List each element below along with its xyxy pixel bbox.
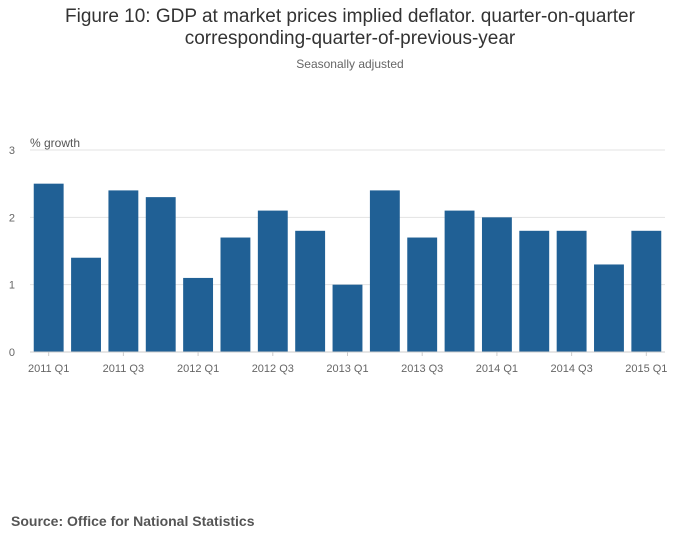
bar[interactable]: 2013 Q1: 1 [332,284,363,352]
bar[interactable]: 2012 Q2: 1.7 [220,237,251,352]
bar[interactable]: 2015 Q1: 1.8 [631,230,662,352]
y-tick-label: 0 [9,347,15,359]
x-tick-label: 2012 Q3 [252,363,294,375]
bar[interactable]: 2014 Q2: 1.8 [519,230,550,352]
y-axis-title: % growth [30,136,80,150]
bar[interactable]: 2012 Q4: 1.8 [295,230,326,352]
chart-title-line-2: corresponding-quarter-of-previous-year [184,28,516,49]
bars: 2011 Q1: 2.52011 Q2: 1.42011 Q3: 2.42011… [33,183,662,352]
bar[interactable]: 2014 Q1: 2 [481,217,512,352]
x-tick-label: 2011 Q1 [28,363,69,375]
y-tick-label: 1 [9,280,15,292]
bar[interactable]: 2012 Q1: 1.1 [183,277,214,352]
chart-title: Figure 10: GDP at market prices implied … [0,6,700,50]
bar[interactable]: 2013 Q4: 2.1 [444,210,475,352]
bar[interactable]: 2011 Q2: 1.4 [71,257,101,352]
source-note: Source: Office for National Statistics [11,513,255,529]
bar[interactable]: 2013 Q2: 2.4 [369,190,400,352]
x-tick-label: 2012 Q1 [177,363,219,375]
chart-subtitle: Seasonally adjusted [296,57,404,71]
bar[interactable]: 2014 Q3: 1.8 [556,230,587,352]
bar[interactable]: 2013 Q3: 1.7 [407,237,438,352]
bar[interactable]: 2011 Q1: 2.5 [33,183,64,352]
x-tick-label: 2014 Q1 [476,363,518,375]
chart-title-line-1: Figure 10: GDP at market prices implied … [65,6,635,27]
bar[interactable]: 2012 Q3: 2.1 [257,210,288,352]
bar[interactable]: 2011 Q3: 2.4 [108,190,139,352]
x-tick-label: 2013 Q1 [326,363,368,375]
bar[interactable]: 2014 Q4: 1.3 [594,264,624,352]
x-tick-label: 2014 Q3 [551,363,593,375]
x-tick-label: 2011 Q3 [103,363,144,375]
bar[interactable]: 2011 Q4: 2.3 [145,197,176,352]
y-tick-label: 2 [9,212,15,224]
y-tick-label: 3 [9,145,15,157]
x-tick-label: 2013 Q3 [401,363,443,375]
x-tick-label: 2015 Q1 [625,363,667,375]
